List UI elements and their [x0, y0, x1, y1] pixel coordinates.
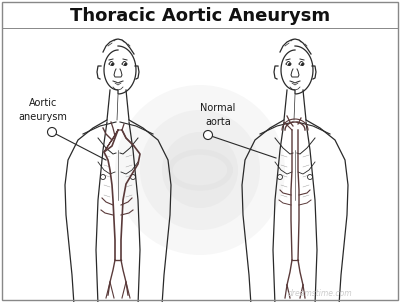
Circle shape [115, 85, 285, 255]
Circle shape [140, 110, 260, 230]
Circle shape [48, 127, 56, 137]
Text: Aortic
aneurysm: Aortic aneurysm [18, 98, 68, 122]
Text: dreamstime.com: dreamstime.com [288, 288, 352, 297]
Circle shape [162, 132, 238, 208]
Circle shape [204, 130, 212, 140]
Text: Normal
aorta: Normal aorta [200, 103, 236, 127]
Text: Thoracic Aortic Aneurysm: Thoracic Aortic Aneurysm [70, 7, 330, 25]
